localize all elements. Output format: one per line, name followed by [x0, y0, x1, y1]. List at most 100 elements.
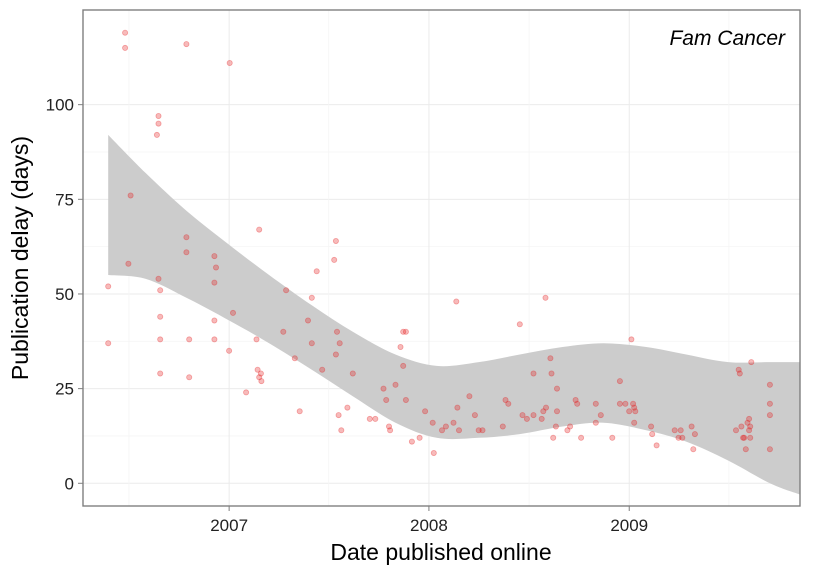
data-point [540, 408, 547, 415]
data-point [212, 264, 219, 271]
data-point [550, 434, 557, 441]
data-point [157, 313, 164, 320]
data-point [183, 41, 190, 48]
data-point [397, 343, 404, 350]
data-point [653, 442, 660, 449]
data-point [691, 431, 698, 438]
data-point [186, 374, 193, 381]
data-point [547, 355, 554, 362]
data-point [574, 400, 581, 407]
data-point [742, 446, 749, 453]
data-point [125, 260, 132, 267]
data-point [455, 427, 462, 434]
data-point [578, 434, 585, 441]
data-point [438, 427, 445, 434]
y-tick-label: 25 [55, 380, 74, 399]
data-point [291, 355, 298, 362]
data-point [308, 294, 315, 301]
data-point [127, 192, 134, 199]
data-point [402, 396, 409, 403]
data-points [105, 29, 773, 456]
data-point [733, 427, 740, 434]
data-point [122, 44, 129, 51]
data-point [153, 131, 160, 138]
data-point [530, 412, 537, 419]
data-point [183, 249, 190, 256]
data-point [422, 408, 429, 415]
data-point [211, 253, 218, 260]
data-point [332, 351, 339, 358]
data-point [554, 408, 561, 415]
data-point [675, 434, 682, 441]
data-point [471, 412, 478, 419]
data-point [122, 29, 129, 36]
data-point [548, 370, 555, 377]
data-point [226, 347, 233, 354]
data-point [741, 434, 748, 441]
data-point [387, 427, 394, 434]
data-point [479, 427, 486, 434]
data-point [400, 328, 407, 335]
data-point [475, 427, 482, 434]
data-point [408, 438, 415, 445]
data-point [738, 423, 745, 430]
data-point [280, 328, 287, 335]
data-point [766, 381, 773, 388]
data-point [766, 412, 773, 419]
data-point [442, 423, 449, 430]
data-point [747, 434, 754, 441]
data-point [542, 294, 549, 301]
data-point [211, 317, 218, 324]
data-point [626, 408, 633, 415]
data-point [543, 404, 550, 411]
data-point [616, 378, 623, 385]
data-point [392, 381, 399, 388]
data-point [429, 419, 436, 426]
data-point [366, 415, 373, 422]
panel-annotation: Fam Cancer [669, 27, 786, 50]
data-point [333, 328, 340, 335]
data-point [319, 366, 326, 373]
data-point [519, 412, 526, 419]
data-point [380, 385, 387, 392]
y-tick-label: 100 [46, 96, 74, 115]
data-point [211, 279, 218, 286]
data-point [554, 385, 561, 392]
data-point [338, 427, 345, 434]
x-tick-label: 2007 [210, 516, 248, 535]
data-point [735, 366, 742, 373]
data-point [155, 120, 162, 127]
data-point [747, 423, 754, 430]
y-tick-label: 75 [55, 190, 74, 209]
y-axis-ticks: 0 25 50 75 100 [46, 96, 83, 493]
data-point [183, 234, 190, 241]
data-point [335, 412, 342, 419]
data-point [157, 370, 164, 377]
data-point [226, 60, 233, 67]
data-point [746, 415, 753, 422]
data-point [254, 366, 261, 373]
data-point [740, 434, 747, 441]
data-point [516, 321, 523, 328]
data-point [256, 374, 263, 381]
data-point [677, 427, 684, 434]
data-point [688, 423, 695, 430]
data-point [453, 298, 460, 305]
data-point [631, 404, 638, 411]
data-point [385, 423, 392, 430]
data-point [746, 427, 753, 434]
data-point [450, 419, 457, 426]
data-point [157, 287, 164, 294]
plot-panel-border [82, 9, 801, 507]
data-point [628, 336, 635, 343]
data-point [597, 412, 604, 419]
data-point [157, 336, 164, 343]
data-point [616, 400, 623, 407]
data-point [155, 113, 162, 120]
data-point [332, 237, 339, 244]
data-point [105, 340, 112, 347]
data-point [572, 396, 579, 403]
data-point [679, 434, 686, 441]
data-point [243, 389, 250, 396]
